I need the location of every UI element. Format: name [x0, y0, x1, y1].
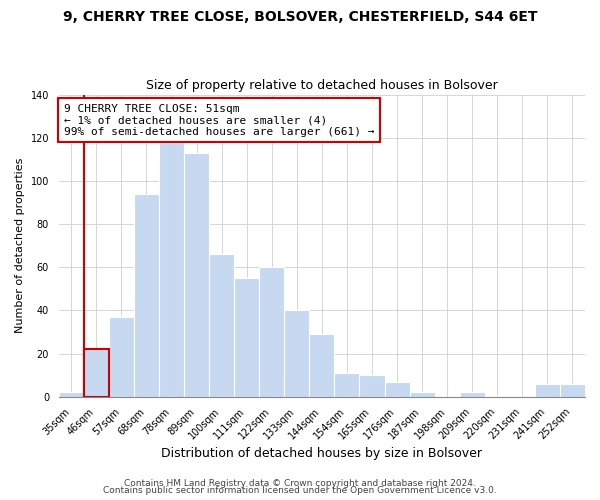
X-axis label: Distribution of detached houses by size in Bolsover: Distribution of detached houses by size …	[161, 447, 482, 460]
Bar	[410, 392, 434, 396]
Bar	[259, 267, 284, 396]
Bar	[284, 310, 310, 396]
Text: Contains HM Land Registry data © Crown copyright and database right 2024.: Contains HM Land Registry data © Crown c…	[124, 478, 476, 488]
Text: Contains public sector information licensed under the Open Government Licence v3: Contains public sector information licen…	[103, 486, 497, 495]
Bar	[234, 278, 259, 396]
Bar	[84, 349, 109, 397]
Bar	[385, 382, 410, 396]
Bar	[334, 373, 359, 396]
Bar	[59, 392, 84, 396]
Bar	[84, 349, 109, 397]
Bar	[184, 153, 209, 396]
Text: 9, CHERRY TREE CLOSE, BOLSOVER, CHESTERFIELD, S44 6ET: 9, CHERRY TREE CLOSE, BOLSOVER, CHESTERF…	[63, 10, 537, 24]
Bar	[134, 194, 159, 396]
Bar	[535, 384, 560, 396]
Bar	[109, 317, 134, 396]
Bar	[560, 384, 585, 396]
Title: Size of property relative to detached houses in Bolsover: Size of property relative to detached ho…	[146, 79, 498, 92]
Bar	[359, 375, 385, 396]
Y-axis label: Number of detached properties: Number of detached properties	[15, 158, 25, 334]
Text: 9 CHERRY TREE CLOSE: 51sqm
← 1% of detached houses are smaller (4)
99% of semi-d: 9 CHERRY TREE CLOSE: 51sqm ← 1% of detac…	[64, 104, 374, 137]
Bar	[159, 142, 184, 397]
Bar	[209, 254, 234, 396]
Bar	[460, 392, 485, 396]
Bar	[310, 334, 334, 396]
